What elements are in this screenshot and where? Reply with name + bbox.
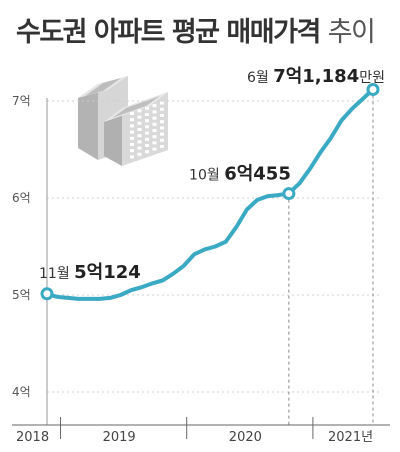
data-label-month: 10월: [189, 168, 224, 184]
chart-title-suffix: 추이: [327, 17, 376, 48]
data-label: 11월 5억124: [39, 262, 141, 283]
data-label-month: 11월: [39, 266, 74, 282]
apartment-building-icon: [78, 76, 168, 166]
data-point-marker: [40, 287, 54, 301]
data-label-unit: 만원: [359, 70, 385, 86]
data-label-amount: 6억455: [224, 164, 291, 185]
x-tick-label: 2019: [103, 430, 136, 445]
y-tick-label: 4억: [12, 385, 31, 399]
data-label: 10월 6억455: [189, 164, 291, 185]
y-tick-label: 6억: [12, 191, 31, 205]
data-label-month: 6월: [247, 70, 273, 86]
data-label-amount: 7억1,184: [273, 66, 359, 87]
data-label-amount: 5억124: [74, 262, 141, 283]
x-tick-label: 2018: [16, 430, 49, 445]
data-point-marker: [366, 83, 380, 97]
data-point-marker: [282, 187, 296, 201]
x-tick-label: 2020: [229, 430, 262, 445]
y-tick-label: 7억: [12, 94, 31, 108]
data-label: 6월 7억1,184만원: [247, 66, 385, 87]
chart-title: 수도권 아파트 평균 매매가격 추이: [16, 10, 376, 49]
series-line: [45, 87, 375, 301]
chart-title-main: 수도권 아파트 평균 매매가격: [16, 17, 321, 48]
x-tick-label: 2021년: [328, 430, 373, 445]
y-tick-label: 5억: [12, 288, 31, 302]
